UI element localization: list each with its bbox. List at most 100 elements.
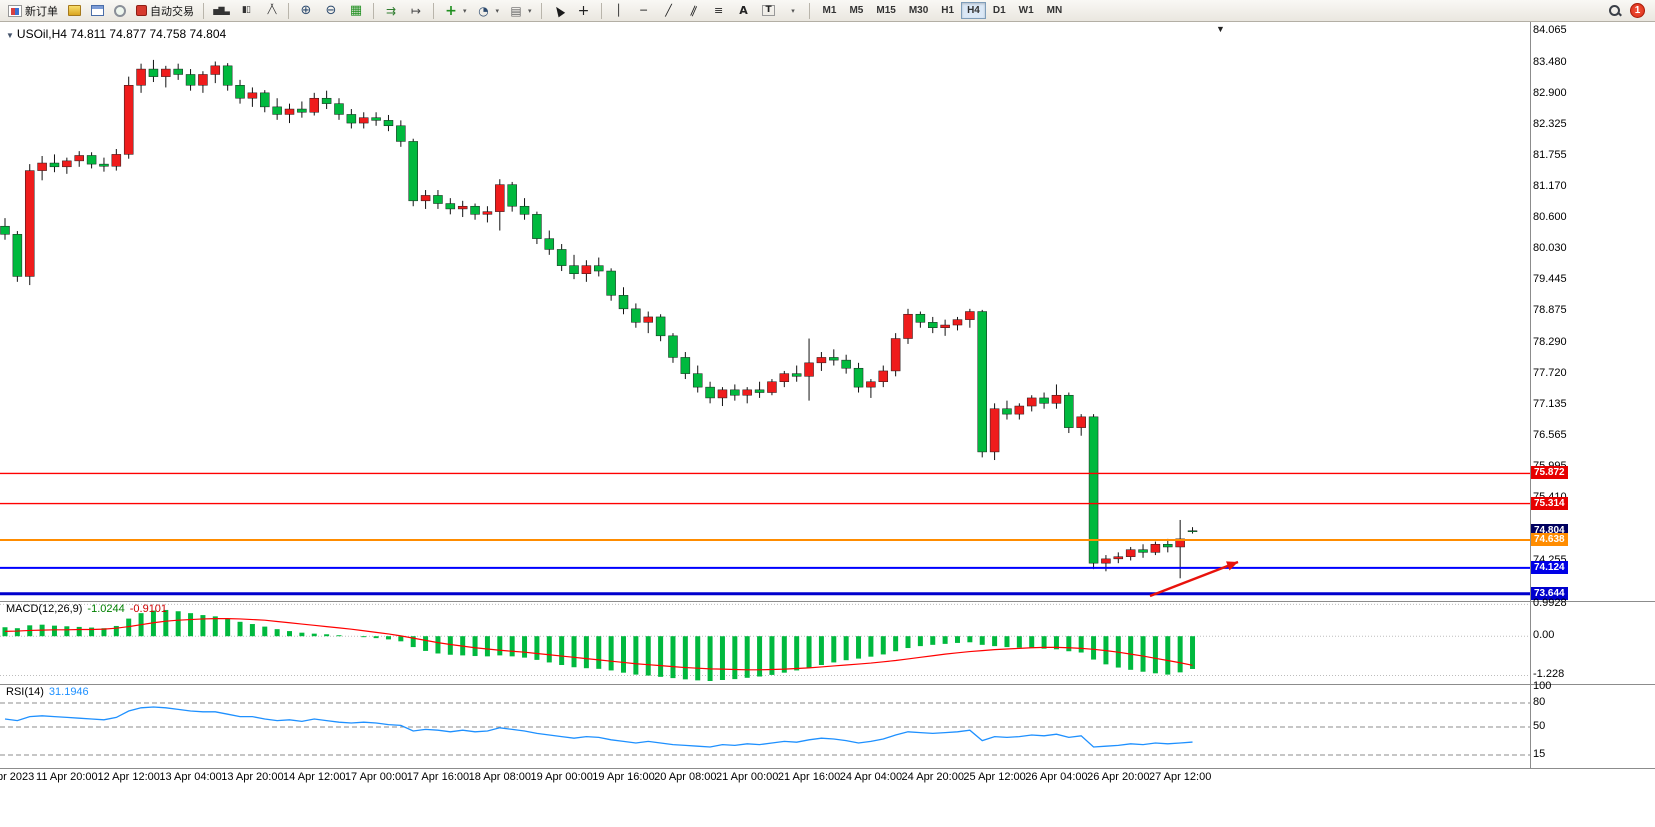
indicators-plus-icon [443, 4, 459, 18]
crosshair-button[interactable] [572, 1, 596, 21]
templates-button[interactable]: ▾ [504, 1, 536, 21]
candle-body [952, 319, 963, 326]
toolbar-separator [433, 2, 434, 19]
timeframe-button-m1[interactable]: M1 [817, 2, 843, 19]
line-chart-button[interactable] [259, 1, 283, 21]
candle-body [0, 225, 10, 235]
horizontal-line-button[interactable] [632, 1, 656, 21]
timeframe-button-h4[interactable]: H4 [961, 2, 986, 19]
toolbar-separator [373, 2, 374, 19]
shapes-button[interactable]: ▾ [782, 1, 804, 21]
timeframe-button-m30[interactable]: M30 [903, 2, 934, 19]
rsi-axis-label: 100 [1533, 680, 1552, 692]
arrow-annotation-head[interactable] [1226, 561, 1238, 571]
zoom-out-icon [323, 4, 339, 18]
candle-body [309, 97, 319, 113]
periods-button[interactable]: ▾ [472, 1, 504, 21]
data-window-button[interactable] [109, 1, 131, 21]
price-axis-label: 80.600 [1533, 211, 1567, 224]
candle-body [1026, 397, 1037, 407]
candle-body [1101, 558, 1111, 564]
price-axis-label: 74.255 [1533, 553, 1567, 566]
chevron-down-icon: ▾ [528, 6, 532, 15]
bar-chart-button[interactable] [209, 1, 233, 21]
time-axis-label: 11 Apr 2023 [0, 771, 35, 783]
trendline-button[interactable] [657, 1, 681, 21]
candle-body [1014, 405, 1025, 415]
time-axis-label: 25 Apr 12:00 [963, 771, 1026, 783]
candle-body [210, 65, 221, 75]
auto-scroll-button[interactable] [379, 1, 403, 21]
candle-body [1002, 408, 1012, 415]
candle-body [1076, 416, 1086, 428]
candle-body [878, 370, 889, 382]
candle-body [915, 313, 926, 323]
clock-icon [476, 4, 492, 18]
new-order-button[interactable]: 新订单 [4, 1, 62, 21]
indicators-button[interactable]: ▾ [439, 1, 471, 21]
candlestick-chart-button[interactable] [234, 1, 258, 21]
zoom-out-button[interactable] [319, 1, 343, 21]
candle-body [445, 203, 456, 210]
candle-body [37, 162, 47, 171]
tile-windows-button[interactable] [344, 1, 368, 21]
timeframe-button-m5[interactable]: M5 [843, 2, 869, 19]
candle-body [507, 184, 517, 207]
candle-body [556, 249, 567, 266]
notification-badge[interactable]: 1 [1630, 3, 1645, 18]
arrow-annotation[interactable] [1149, 560, 1239, 598]
vertical-line-button[interactable] [607, 1, 631, 21]
candle-body [111, 154, 122, 167]
price-axis-label: 77.135 [1533, 398, 1567, 411]
macd-pane-canvas[interactable] [0, 602, 1530, 684]
candle-body [495, 184, 505, 212]
rsi-pane-canvas[interactable] [0, 685, 1530, 768]
candle-body [12, 234, 23, 277]
timeframe-button-m15[interactable]: M15 [870, 2, 901, 19]
candle-body [742, 389, 752, 396]
timeframe-button-h1[interactable]: H1 [935, 2, 960, 19]
tile-windows-icon [348, 4, 364, 18]
candle-body [594, 265, 604, 272]
time-axis-label: 14 Apr 12:00 [283, 771, 346, 783]
candle-body [544, 238, 555, 250]
timeframe-button-mn[interactable]: MN [1041, 2, 1069, 19]
candle-body [717, 389, 728, 399]
candle-body [383, 120, 394, 127]
chart-shift-button[interactable] [404, 1, 428, 21]
price-axis-label: 75.410 [1533, 491, 1567, 504]
channel-button[interactable] [682, 1, 706, 21]
pane-separator[interactable] [0, 601, 1655, 602]
candle-body [284, 108, 295, 115]
price-chart-canvas[interactable] [0, 22, 1530, 601]
pane-separator[interactable] [0, 684, 1655, 685]
candle-body [519, 205, 530, 215]
market-watch-button[interactable] [86, 1, 108, 21]
toolbar-separator [600, 2, 602, 19]
time-axis-label: 21 Apr 16:00 [777, 771, 841, 783]
price-tag: 74.124 [1531, 560, 1568, 574]
ohlc-values: 74.811 74.877 74.758 74.804 [70, 27, 227, 41]
time-axis-label: 27 Apr 12:00 [1148, 771, 1212, 783]
candle-body [1138, 549, 1148, 553]
candle-body [260, 92, 270, 108]
candle-body [272, 106, 282, 115]
time-axis-label: 24 Apr 04:00 [839, 771, 903, 783]
price-axis-label: 80.030 [1533, 241, 1567, 254]
fibonacci-button[interactable] [707, 1, 731, 21]
macd-label: MACD(12,26,9) -1.0244 -0.9101 [6, 603, 167, 615]
candle-body [420, 195, 431, 202]
text-tool-button[interactable] [732, 1, 756, 21]
price-axis-label: 82.900 [1533, 86, 1567, 99]
candle-body [1163, 544, 1173, 548]
timeframe-button-w1[interactable]: W1 [1013, 2, 1040, 19]
chart-shift-marker-icon[interactable]: ▼ [1216, 24, 1225, 34]
search-button[interactable] [1604, 1, 1626, 21]
timeframe-button-d1[interactable]: D1 [987, 2, 1012, 19]
autotrading-button[interactable]: 自动交易 [132, 1, 198, 21]
label-tool-button[interactable] [757, 1, 781, 21]
cursor-button[interactable] [547, 1, 571, 21]
zoom-in-button[interactable] [294, 1, 318, 21]
new-chart-button[interactable] [63, 1, 85, 21]
